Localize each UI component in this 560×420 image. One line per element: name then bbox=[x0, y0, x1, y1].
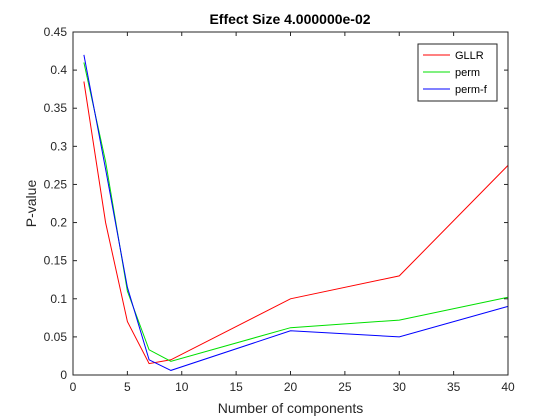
series-layer bbox=[83, 54, 509, 371]
series-line-1 bbox=[83, 81, 509, 365]
y-axis-label: P-value bbox=[23, 180, 39, 228]
y-tick-label: 0.2 bbox=[50, 216, 67, 230]
x-tick-label: 35 bbox=[447, 380, 461, 394]
chart-title: Effect Size 4.000000e-02 bbox=[209, 11, 370, 27]
x-tick-label: 30 bbox=[393, 380, 407, 394]
x-tick-label: 40 bbox=[501, 380, 515, 394]
legend-label: GLLR bbox=[455, 50, 484, 62]
x-tick-label: 5 bbox=[124, 380, 131, 394]
x-tick-label: 0 bbox=[70, 380, 77, 394]
y-tick-label: 0.35 bbox=[44, 101, 68, 115]
series-line-2 bbox=[83, 62, 509, 362]
y-tick-label: 0.3 bbox=[50, 139, 67, 153]
legend-label: perm-f bbox=[455, 84, 488, 96]
series-line-3 bbox=[83, 54, 509, 371]
y-tick-label: 0 bbox=[60, 368, 67, 382]
y-tick-label: 0.1 bbox=[50, 292, 67, 306]
x-tick-label: 15 bbox=[229, 380, 243, 394]
y-tick-label: 0.25 bbox=[44, 177, 68, 191]
x-tick-label: 20 bbox=[284, 380, 298, 394]
legend: GLLR perm perm-f bbox=[417, 43, 498, 102]
y-tick-label: 0.4 bbox=[50, 63, 67, 77]
y-tick-label: 0.15 bbox=[44, 254, 68, 268]
y-tick-label: 0.45 bbox=[44, 25, 68, 39]
x-tick-label: 25 bbox=[338, 380, 352, 394]
ticks-layer: 0 5 10 15 20 25 30 35 40 0 0.05 0.1 0.15 0.2 0.25 0.3 0.… bbox=[44, 25, 515, 394]
y-tick-label: 0.05 bbox=[44, 330, 68, 344]
x-tick-label: 10 bbox=[175, 380, 189, 394]
x-axis-label: Number of components bbox=[218, 400, 364, 416]
legend-label: perm bbox=[455, 67, 480, 79]
